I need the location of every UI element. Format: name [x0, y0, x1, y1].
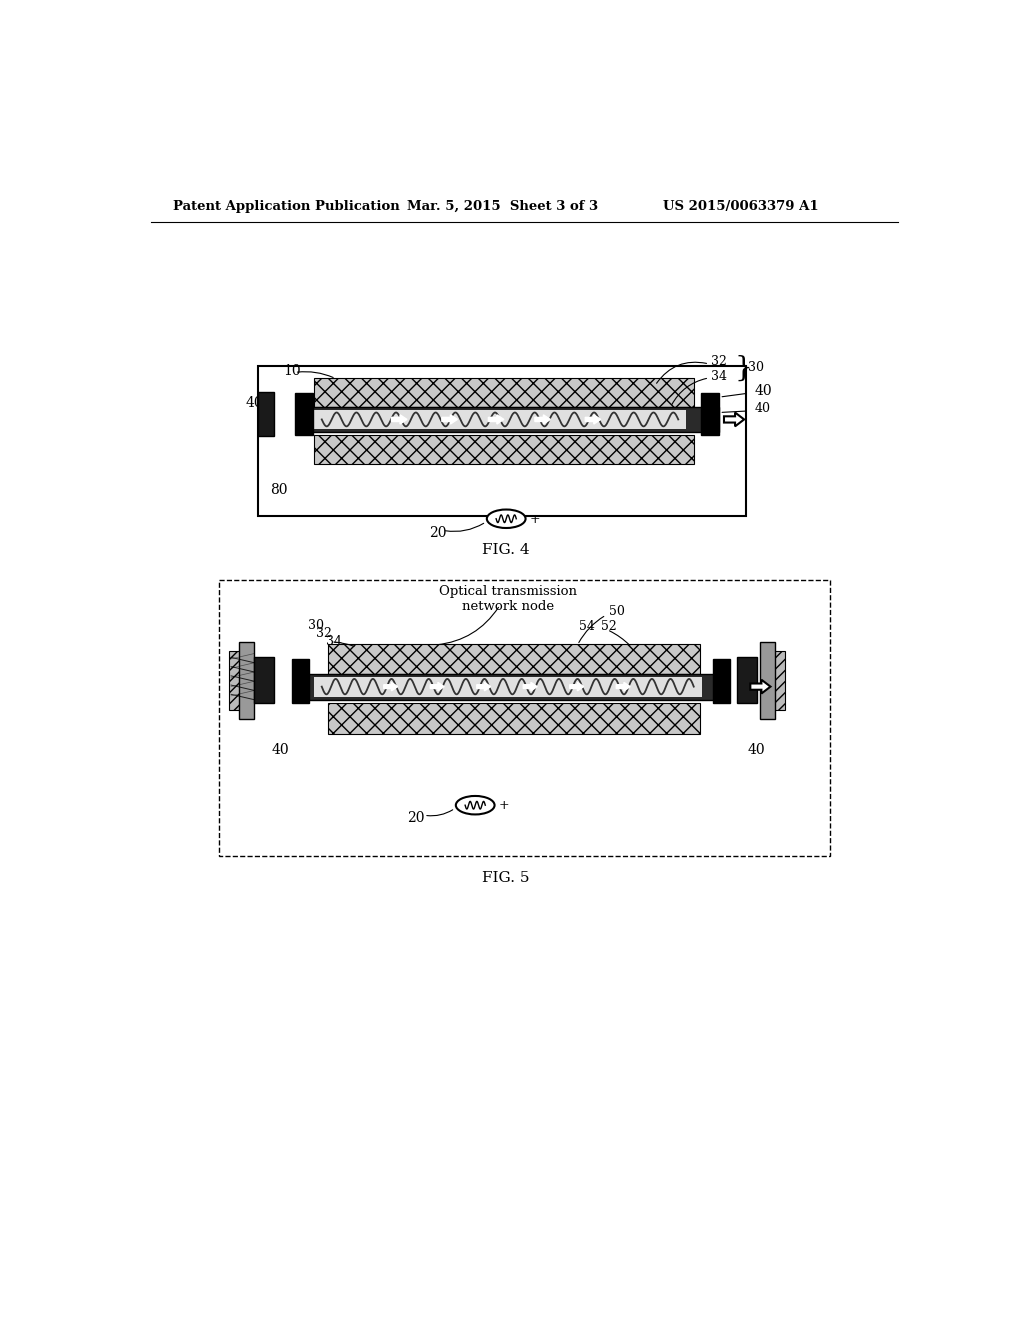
Text: Mar. 5, 2015  Sheet 3 of 3: Mar. 5, 2015 Sheet 3 of 3	[407, 199, 598, 213]
Polygon shape	[586, 414, 601, 424]
Bar	[297, 407, 719, 432]
Bar	[239, 642, 254, 719]
Text: FIG. 5: FIG. 5	[481, 871, 529, 886]
Polygon shape	[488, 414, 504, 424]
Bar	[314, 378, 693, 407]
Bar	[737, 657, 758, 702]
Polygon shape	[523, 682, 538, 690]
Text: +: +	[529, 513, 540, 527]
Bar	[328, 702, 700, 734]
Text: 20: 20	[407, 812, 425, 825]
Text: 10: 10	[283, 364, 301, 378]
Text: FIG. 4: FIG. 4	[481, 543, 529, 557]
Text: 80: 80	[270, 483, 288, 496]
Ellipse shape	[486, 510, 525, 528]
Bar	[314, 677, 701, 697]
Bar	[713, 659, 730, 702]
Bar	[219, 581, 830, 855]
Bar	[700, 393, 719, 434]
Polygon shape	[384, 682, 397, 690]
Bar	[295, 393, 313, 434]
Bar	[292, 659, 309, 702]
Polygon shape	[477, 682, 490, 690]
Text: 40: 40	[246, 396, 263, 411]
Polygon shape	[569, 682, 584, 690]
Text: 40: 40	[271, 743, 289, 756]
Polygon shape	[751, 680, 770, 693]
Text: 40: 40	[755, 403, 770, 416]
Text: 30: 30	[748, 362, 764, 375]
Bar	[254, 657, 273, 702]
Bar	[293, 675, 727, 700]
Text: US 2015/0063379 A1: US 2015/0063379 A1	[663, 199, 818, 213]
Text: 40: 40	[748, 743, 766, 756]
Polygon shape	[442, 414, 458, 424]
Bar	[258, 392, 273, 437]
Bar	[258, 367, 746, 516]
Bar	[314, 411, 686, 429]
Text: 30: 30	[308, 619, 324, 632]
Bar	[228, 651, 243, 710]
Polygon shape	[724, 412, 744, 426]
Text: 32: 32	[316, 627, 332, 640]
Text: Patent Application Publication: Patent Application Publication	[173, 199, 399, 213]
Polygon shape	[616, 682, 630, 690]
Text: 50: 50	[608, 606, 625, 619]
Bar	[771, 651, 785, 710]
Text: 32: 32	[711, 355, 727, 368]
Text: 34: 34	[326, 635, 342, 648]
Text: 34: 34	[711, 370, 727, 383]
Polygon shape	[430, 682, 444, 690]
Bar	[760, 642, 775, 719]
Text: 40: 40	[755, 384, 772, 397]
Polygon shape	[535, 414, 550, 424]
Text: }: }	[734, 354, 752, 381]
Text: 52: 52	[601, 620, 616, 634]
Text: 20: 20	[429, 527, 446, 540]
Polygon shape	[391, 414, 407, 424]
Bar	[314, 434, 693, 465]
Ellipse shape	[456, 796, 495, 814]
Text: Optical transmission
network node: Optical transmission network node	[438, 585, 577, 612]
Text: 54: 54	[579, 620, 595, 634]
Text: +: +	[499, 800, 509, 813]
Bar	[328, 644, 700, 675]
